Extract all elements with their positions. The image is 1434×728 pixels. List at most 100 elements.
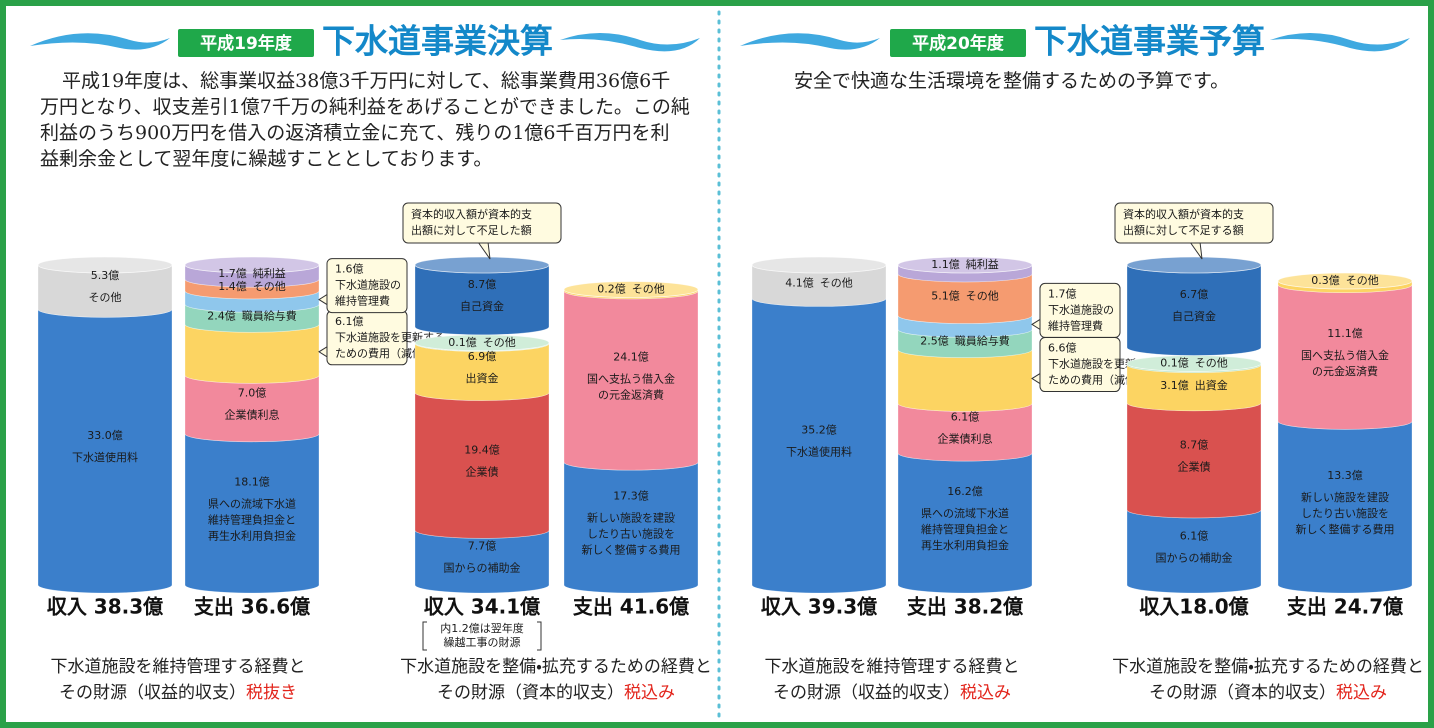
segment-name: 新しい施設を建設 (587, 512, 675, 525)
sub-note: 内1.2億は翌年度 (440, 621, 524, 635)
segment-name: 企業債 (1178, 459, 1211, 473)
year-badge (890, 29, 1026, 57)
footer-line: その財源（収益的収支） (773, 683, 960, 703)
segment-amount: 24.1億 (613, 351, 649, 364)
callout-name: 維持管理費 (1048, 318, 1103, 332)
segment-amount: 13.3億 (1327, 469, 1363, 482)
footer-line: その財源（資本的収支） (437, 683, 624, 703)
callout-name: 下水道施設の (335, 278, 401, 292)
body-text: 益剰余金として翌年度に繰越すこととしております。 (40, 148, 492, 170)
column-caption: 収入 34.1億 (424, 595, 540, 619)
sub-note: 繰越工事の財源 (444, 635, 521, 649)
segment-name: の元金返済費 (598, 388, 664, 402)
footer-line: その財源（資本的収支） (1149, 683, 1336, 703)
footer-text: 下水道施設を整備・拡充するための経費と (1112, 657, 1424, 677)
segment-amount: 0.3億 (1311, 274, 1340, 287)
callout-box (326, 258, 408, 314)
tax-note: 税込み (1336, 683, 1387, 703)
segment-name: 企業債 (466, 464, 499, 478)
column-caption: 収入 39.3億 (761, 595, 877, 619)
cylinder-top (897, 256, 1033, 274)
segment-name: その他 (966, 290, 999, 303)
segment-amount: 8.7億 (1180, 438, 1209, 451)
segment-name: 維持管理負担金と (921, 522, 1009, 536)
sub-bracket (422, 621, 542, 651)
segment-name: 県への流域下水道 (208, 496, 296, 510)
footer-text: 下水道施設を整備・拡充するための経費と (400, 657, 712, 677)
segment-name: 国からの補助金 (1156, 550, 1233, 564)
segment-amount: 19.4億 (464, 443, 500, 456)
footer-text: その財源（収益的収支）税抜き (59, 683, 297, 703)
segment-amount: 7.0億 (238, 387, 267, 400)
segment-label: 5.1億 その他 (931, 290, 999, 303)
footer-line: その財源（収益的収支） (59, 683, 246, 703)
segment-name: 新しく整備する費用 (1296, 522, 1395, 536)
cylinder-segment (184, 324, 320, 384)
note-text: 資本的収入額が資本的支 (411, 207, 532, 221)
column-caption: 支出 36.6億 (194, 595, 310, 619)
segment-amount: 1.4億 (218, 280, 247, 293)
footer-text: 下水道施設を維持管理する経費と (51, 657, 306, 677)
cylinder-top (414, 256, 550, 274)
callout-amount: 6.1億 (335, 315, 364, 328)
segment-amount: 1.1億 (931, 258, 960, 271)
segment-amount: 0.1億 (1160, 356, 1189, 369)
footer-text: 下水道施設を維持管理する経費と (765, 657, 1020, 677)
segment-label: 0.2億 その他 (597, 283, 665, 296)
body-text: 利益のうち900万円を借入の返済積立金に充て、残りの1億6千百万円を利 (40, 122, 670, 144)
segment-name: 自己資金 (460, 300, 504, 313)
year-badge (178, 29, 314, 57)
segment-name: 国へ支払う借入金 (1301, 348, 1389, 362)
panel-title: 下水道事業予算 (1034, 22, 1265, 61)
segment-name: 企業債利息 (938, 431, 993, 445)
waves (30, 33, 1410, 52)
wave (1270, 33, 1410, 52)
segment-name: 出資金 (466, 372, 499, 385)
segment-name: 職員給与費 (242, 308, 297, 322)
segment-amount: 11.1億 (1327, 327, 1363, 340)
segment-name: 純利益 (253, 266, 286, 280)
segment-label: 0.3億 その他 (1311, 274, 1379, 287)
segment-name: 自己資金 (1172, 310, 1216, 323)
segment-amount: 4.1億 (785, 277, 814, 290)
segment-amount: 2.5億 (920, 335, 949, 348)
callout-amount: 6.6億 (1048, 342, 1077, 355)
segment-amount: 6.1億 (951, 410, 980, 423)
cylinder-top (37, 256, 173, 274)
callout-amount: 1.7億 (1048, 287, 1077, 300)
segment-name: 職員給与費 (955, 334, 1010, 348)
column-caption: 収入18.0億 (1139, 595, 1248, 619)
segment-label: 0.1億 その他 (448, 336, 516, 349)
column-caption: 支出 41.6億 (573, 595, 689, 619)
segment-label: 2.4億 職員給与費 (207, 308, 297, 322)
body-text: 万円となり、収支差引1億7千万の純利益をあげることができました。この純 (40, 96, 690, 118)
segment-amount: 2.4億 (207, 309, 236, 322)
cylinder-top (1126, 256, 1262, 274)
segment-label: 2.5億 職員給与費 (920, 334, 1010, 348)
segment-label: 4.1億 その他 (785, 277, 853, 290)
callout-amount: 1.6億 (335, 263, 364, 276)
cylinder-top (184, 256, 320, 274)
segment-label: 1.7億 純利益 (218, 266, 286, 280)
body-text: 平成19年度は、総事業収益38億3千万円に対して、総事業費用36億6千 (62, 70, 670, 92)
tax-note: 税抜き (246, 683, 297, 703)
segment-name: 企業債利息 (225, 408, 280, 422)
segment-label: 1.1億 純利益 (931, 257, 999, 271)
segment-name: その他 (89, 291, 122, 304)
footer-text: その財源（資本的収支）税込み (1149, 683, 1387, 703)
callout-box (1039, 282, 1121, 338)
segment-name: 国からの補助金 (444, 561, 521, 575)
segment-name: 新しい施設を建設 (1301, 491, 1389, 504)
cylinder-top (751, 256, 887, 274)
callout-name: 下水道施設の (1048, 302, 1114, 316)
wave (560, 33, 700, 52)
column-caption: 支出 24.7億 (1287, 595, 1403, 619)
segment-amount: 35.2億 (801, 424, 837, 437)
note-box (1114, 202, 1274, 244)
column-caption: 収入 38.3億 (47, 595, 163, 619)
segment-name: の元金返済費 (1312, 364, 1378, 378)
note-text: 資本的収入額が資本的支 (1123, 207, 1244, 221)
tax-note: 税込み (624, 683, 675, 703)
segment-name: 新しく整備する費用 (582, 543, 681, 557)
note-box (402, 202, 562, 244)
